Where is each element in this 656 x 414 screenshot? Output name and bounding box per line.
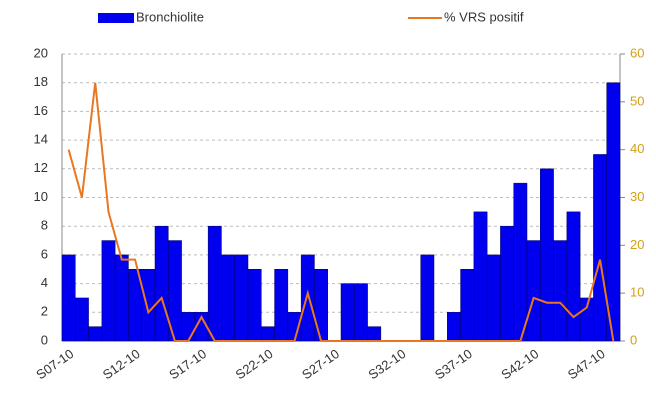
y-tick-label: 6 — [41, 246, 48, 261]
bar — [540, 168, 554, 342]
bar — [154, 225, 169, 342]
bar — [473, 211, 488, 342]
bar — [261, 326, 275, 342]
y2-tick-label: 10 — [630, 285, 644, 300]
bar — [526, 240, 541, 342]
x-tick-label: S17-10 — [166, 346, 209, 382]
x-tick-label: S12-10 — [100, 346, 143, 382]
y-tick-label: 12 — [34, 160, 48, 175]
x-tick-label: S32-10 — [366, 346, 409, 382]
legend-label: Bronchiolite — [136, 9, 204, 24]
y-tick-label: 4 — [41, 275, 48, 290]
x-tick-label: S47-10 — [565, 346, 608, 382]
bar — [114, 254, 129, 342]
x-tick-label: S37-10 — [432, 346, 475, 382]
bar — [553, 240, 568, 342]
bar — [234, 254, 249, 342]
bar — [61, 254, 76, 342]
x-tick-label: S27-10 — [299, 346, 342, 382]
bar — [500, 225, 514, 342]
y-tick-label: 14 — [34, 132, 48, 147]
bar — [420, 254, 435, 342]
bar — [460, 269, 475, 342]
x-tick-label: S07-10 — [33, 346, 76, 382]
y2-tick-label: 30 — [630, 189, 644, 204]
bar — [221, 254, 235, 342]
bar — [314, 269, 328, 342]
x-tick-label: S42-10 — [498, 346, 541, 382]
y2-tick-label: 20 — [630, 237, 644, 252]
y-tick-label: 20 — [34, 45, 48, 60]
y2-tick-label: 50 — [630, 93, 644, 108]
bar — [513, 182, 528, 342]
bar — [247, 269, 262, 342]
bar — [606, 82, 621, 342]
y-tick-label: 16 — [34, 103, 48, 118]
bar — [486, 254, 501, 342]
y-tick-label: 0 — [41, 332, 48, 347]
line — [67, 82, 615, 342]
bar — [340, 283, 355, 342]
bar — [447, 312, 461, 342]
bar — [88, 326, 103, 342]
bar — [141, 269, 156, 342]
bar — [566, 211, 581, 342]
bar — [181, 312, 196, 342]
legend-swatch — [98, 13, 134, 23]
y2-tick-label: 60 — [630, 45, 644, 60]
y-tick-label: 18 — [34, 74, 48, 89]
bar — [300, 254, 315, 342]
bar — [367, 326, 382, 342]
bar — [75, 297, 89, 342]
bar — [354, 283, 368, 342]
y-tick-label: 2 — [41, 304, 48, 319]
bar — [101, 240, 116, 342]
y-tick-label: 10 — [34, 189, 48, 204]
legend-label: % VRS positif — [444, 9, 524, 24]
bar — [593, 154, 607, 342]
y2-tick-label: 0 — [630, 332, 637, 347]
y2-tick-label: 40 — [630, 141, 644, 156]
bar — [274, 269, 289, 342]
y-tick-label: 8 — [41, 218, 48, 233]
x-tick-label: S22-10 — [233, 346, 276, 382]
bar — [207, 225, 222, 342]
